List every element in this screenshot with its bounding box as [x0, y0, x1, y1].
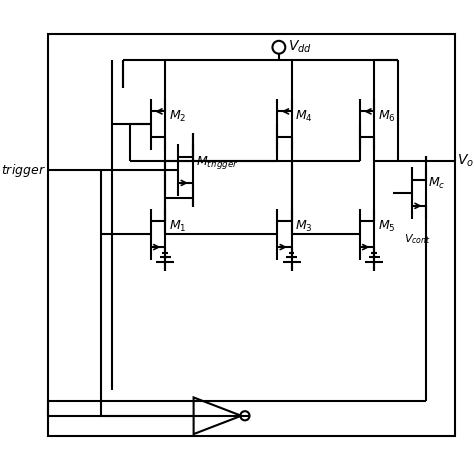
Text: $V_o$: $V_o$: [457, 153, 474, 169]
Text: $M_6$: $M_6$: [378, 109, 396, 125]
Text: $M_5$: $M_5$: [378, 219, 395, 235]
Text: $M_{trigger}$: $M_{trigger}$: [196, 154, 239, 171]
Text: $trigger$: $trigger$: [1, 162, 46, 179]
Text: $M_3$: $M_3$: [295, 219, 313, 235]
Text: $M_1$: $M_1$: [169, 219, 186, 235]
Text: $M_2$: $M_2$: [169, 109, 186, 125]
Text: $V_{cont}$: $V_{cont}$: [404, 232, 431, 246]
Text: $M_c$: $M_c$: [428, 176, 446, 191]
Text: $V_{dd}$: $V_{dd}$: [288, 39, 312, 55]
Text: $M_4$: $M_4$: [295, 109, 313, 125]
